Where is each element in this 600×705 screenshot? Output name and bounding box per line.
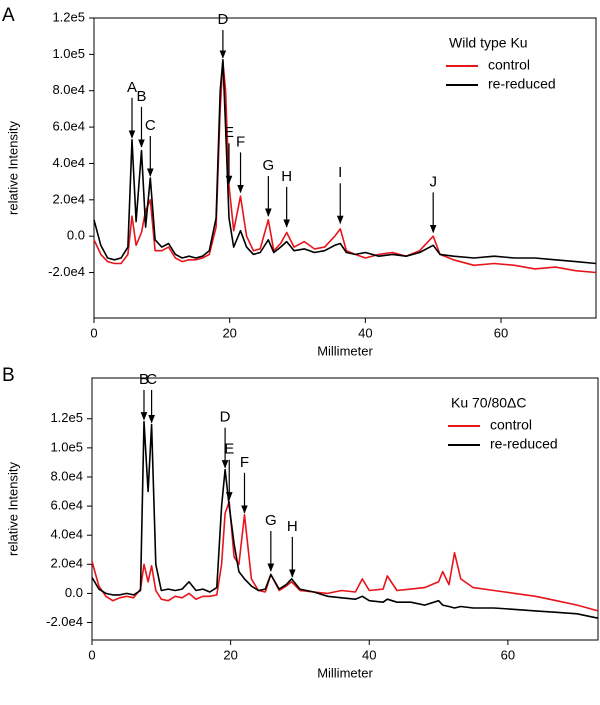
y-tick-label: -2.0e4 xyxy=(46,614,83,629)
annotation-label: G xyxy=(265,512,277,529)
annotation-label: I xyxy=(338,164,342,181)
y-tick-label: 0.0 xyxy=(67,228,85,243)
y-axis-label: relative Intensity xyxy=(5,462,20,556)
x-tick-label: 20 xyxy=(222,325,236,340)
legend-label: control xyxy=(488,57,530,73)
y-tick-label: 1.2e5 xyxy=(50,410,83,425)
annotation-label: E xyxy=(224,124,234,141)
series-line xyxy=(91,500,599,612)
x-tick-label: 0 xyxy=(90,325,97,340)
plot-frame xyxy=(93,17,597,319)
annotation-label: F xyxy=(240,454,249,471)
x-axis-label: Millimeter xyxy=(317,343,373,358)
y-tick-label: 6.0e4 xyxy=(52,119,85,134)
y-tick-label: -2.0e4 xyxy=(48,264,85,279)
annotation-label: A xyxy=(127,79,137,96)
panel-label: A xyxy=(2,5,15,26)
annotation-label: C xyxy=(146,371,157,388)
y-axis-label: relative Intensity xyxy=(5,121,20,215)
x-tick-label: 40 xyxy=(358,325,372,340)
x-tick-label: 60 xyxy=(501,647,515,662)
legend-title: Wild type Ku xyxy=(449,35,528,51)
x-tick-label: 40 xyxy=(362,647,376,662)
x-tick-label: 0 xyxy=(88,647,95,662)
y-tick-label: 2.0e4 xyxy=(52,191,85,206)
x-tick-label: 60 xyxy=(494,325,508,340)
annotation-label: J xyxy=(429,173,437,190)
panel-label: B xyxy=(2,365,15,386)
annotation-label: H xyxy=(287,518,298,535)
legend-label: re-reduced xyxy=(490,436,558,452)
legend-label: control xyxy=(490,417,532,433)
legend-label: re-reduced xyxy=(488,76,556,92)
y-tick-label: 4.0e4 xyxy=(52,155,85,170)
annotation-label: G xyxy=(263,157,275,174)
series-line xyxy=(93,59,597,265)
y-tick-label: 1.2e5 xyxy=(52,9,85,24)
y-tick-label: 8.0e4 xyxy=(52,82,85,97)
legend-title: Ku 70/80ΔC xyxy=(451,395,527,411)
y-tick-label: 1.0e5 xyxy=(52,46,85,61)
y-tick-label: 0.0 xyxy=(65,585,83,600)
x-axis-label: Millimeter xyxy=(317,665,373,680)
y-tick-label: 2.0e4 xyxy=(50,556,83,571)
x-tick-label: 20 xyxy=(223,647,237,662)
series-line xyxy=(91,420,599,619)
series-line xyxy=(93,60,597,274)
annotation-label: B xyxy=(136,88,146,105)
annotation-label: F xyxy=(236,133,245,150)
annotation-label: H xyxy=(281,168,292,185)
annotation-label: E xyxy=(224,441,234,458)
y-tick-label: 6.0e4 xyxy=(50,498,83,513)
annotation-label: B xyxy=(139,371,149,388)
y-tick-label: 4.0e4 xyxy=(50,527,83,542)
y-tick-label: 8.0e4 xyxy=(50,468,83,483)
annotation-label: C xyxy=(145,117,156,134)
annotation-label: D xyxy=(220,409,231,426)
plot-frame xyxy=(91,377,599,641)
annotation-label: D xyxy=(217,11,228,28)
y-tick-label: 1.0e5 xyxy=(50,439,83,454)
